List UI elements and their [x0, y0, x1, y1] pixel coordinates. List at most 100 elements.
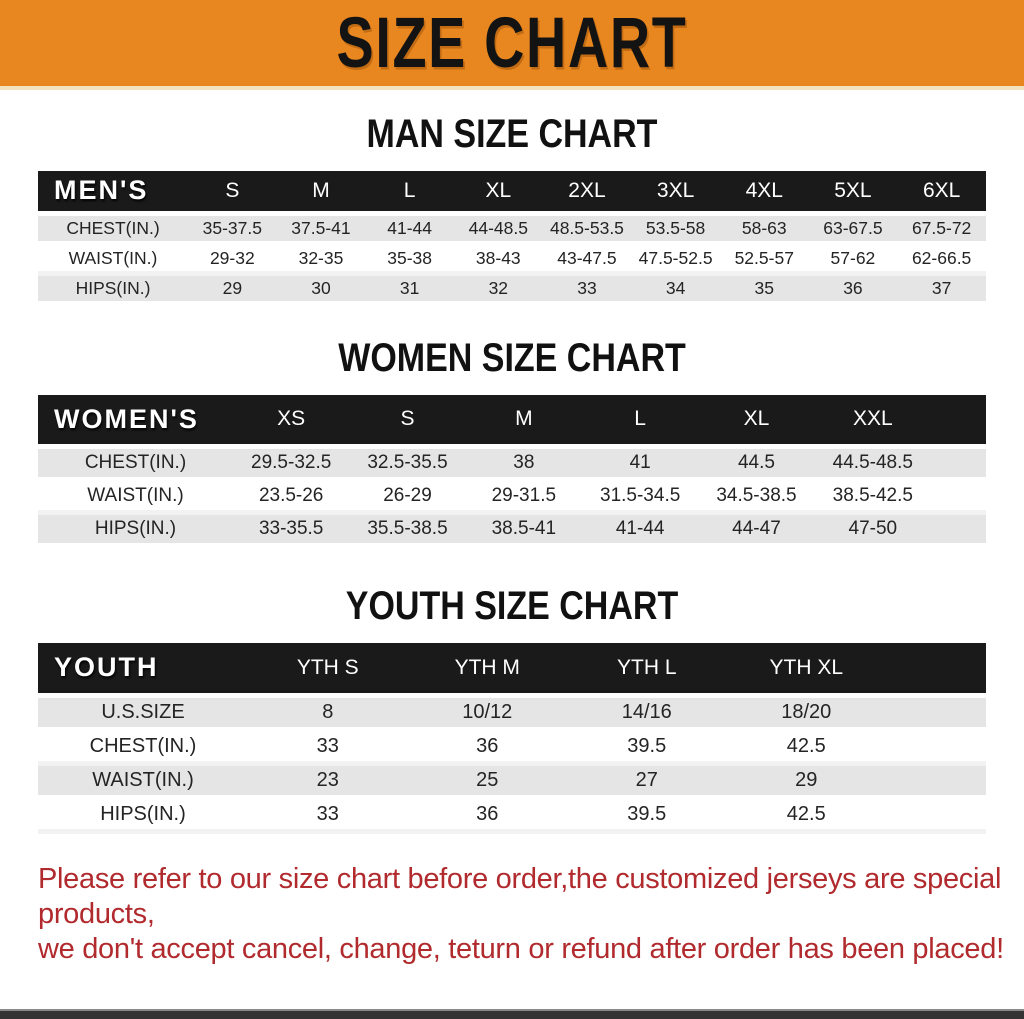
size-column-header: 4XL	[719, 171, 809, 216]
measurement-value: 31.5-34.5	[581, 479, 699, 515]
measurement-value: 53.5-58	[631, 213, 720, 246]
measurement-value: 8	[248, 695, 408, 732]
measurement-value: 48.5-53.5	[542, 213, 632, 246]
measurement-label: HIPS(IN.)	[38, 512, 233, 548]
measurement-value: 27	[567, 763, 727, 800]
youth-section-title: YOUTH SIZE CHART	[345, 584, 679, 628]
men-size-table: MEN'S S M L XL 2XL 3XL 4XL 5XL 6XL CHEST(IN.) 35-37…	[38, 171, 986, 306]
women-section-title: WOMEN SIZE CHART	[338, 335, 686, 380]
measurement-value: 41	[581, 446, 699, 482]
measurement-value: 18/20	[726, 695, 886, 732]
size-column-header: 3XL	[631, 171, 720, 216]
measurement-label: CHEST(IN.)	[38, 446, 233, 482]
measurement-value: 36	[407, 797, 567, 834]
spacer-cell	[886, 763, 986, 800]
measurement-value: 36	[808, 273, 898, 306]
size-column-header: YTH L	[567, 643, 727, 698]
measurement-value: 58-63	[719, 213, 809, 246]
group-label: YOUTH	[38, 643, 248, 698]
women-size-table: WOMEN'S XS S M L XL XXL CHEST(IN.) 29.5-32.5 32.5…	[38, 394, 986, 548]
measurement-label: WAIST(IN.)	[38, 763, 248, 800]
measurement-row: HIPS(IN.) 33 36 39.5 42.5	[38, 797, 986, 834]
measurement-value: 35.5-38.5	[349, 512, 466, 548]
spacer-cell	[886, 695, 986, 732]
measurement-value: 42.5	[726, 797, 886, 834]
spacer-cell	[931, 512, 986, 548]
banner-title: SIZE CHART	[336, 3, 688, 83]
size-column-header: XS	[233, 394, 350, 449]
size-header-row: MEN'S S M L XL 2XL 3XL 4XL 5XL 6XL	[38, 171, 986, 216]
measurement-row: CHEST(IN.) 33 36 39.5 42.5	[38, 729, 986, 766]
measurement-row: WAIST(IN.) 23 25 27 29	[38, 763, 986, 800]
measurement-value: 44.5	[698, 446, 815, 482]
women-section: WOMEN SIZE CHART WOMEN'S XS S M L XL XXL CHEST(…	[0, 335, 1024, 548]
group-label: MEN'S	[38, 171, 188, 216]
measurement-value: 42.5	[726, 729, 886, 766]
spacer-cell	[886, 797, 986, 834]
measurement-value: 43-47.5	[542, 243, 632, 276]
size-column-header: YTH XL	[726, 643, 886, 698]
men-section-title: MAN SIZE CHART	[366, 112, 658, 156]
size-chart-banner: SIZE CHART	[0, 0, 1024, 90]
measurement-value: 29-32	[188, 243, 277, 276]
size-column-header: YTH M	[407, 643, 567, 698]
size-column-header: 6XL	[897, 171, 986, 216]
size-column-header: S	[188, 171, 277, 216]
measurement-value: 37	[897, 273, 986, 306]
measurement-value: 44.5-48.5	[814, 446, 931, 482]
measurement-value: 47.5-52.5	[631, 243, 720, 276]
measurement-value: 67.5-72	[897, 213, 986, 246]
measurement-value: 33	[248, 797, 408, 834]
measurement-value: 33	[542, 273, 632, 306]
disclaimer-note: Please refer to our size chart before or…	[38, 862, 1004, 967]
measurement-value: 31	[365, 273, 454, 306]
measurement-value: 32.5-35.5	[349, 446, 466, 482]
measurement-value: 29	[726, 763, 886, 800]
men-section: MAN SIZE CHART MEN'S S M L XL 2XL 3XL 4XL 5XL 6XL…	[0, 112, 1024, 306]
measurement-label: WAIST(IN.)	[38, 479, 233, 515]
measurement-value: 38.5-42.5	[814, 479, 931, 515]
group-label: WOMEN'S	[38, 394, 233, 449]
measurement-value: 41-44	[581, 512, 699, 548]
size-column-header: L	[365, 171, 454, 216]
size-column-header: 5XL	[808, 171, 898, 216]
measurement-value: 32-35	[276, 243, 366, 276]
measurement-value: 29-31.5	[465, 479, 582, 515]
youth-size-table: YOUTH YTH S YTH M YTH L YTH XL U.S.SIZE 8 10/12…	[38, 643, 986, 834]
measurement-value: 34	[631, 273, 720, 306]
measurement-value: 14/16	[567, 695, 727, 732]
measurement-label: CHEST(IN.)	[38, 729, 248, 766]
measurement-value: 35-37.5	[188, 213, 277, 246]
measurement-value: 52.5-57	[719, 243, 809, 276]
measurement-value: 10/12	[407, 695, 567, 732]
measurement-row: HIPS(IN.) 33-35.5 35.5-38.5 38.5-41 41-44 44-…	[38, 512, 986, 548]
measurement-value: 35-38	[365, 243, 454, 276]
size-column-header: XXL	[814, 394, 931, 449]
measurement-value: 32	[453, 273, 543, 306]
measurement-label: HIPS(IN.)	[38, 273, 188, 306]
measurement-value: 39.5	[567, 797, 727, 834]
measurement-row: HIPS(IN.) 29 30 31 32 33 34 35 36 37	[38, 273, 986, 306]
measurement-value: 57-62	[808, 243, 898, 276]
size-column-header: M	[276, 171, 366, 216]
size-column-header: S	[349, 394, 466, 449]
measurement-value: 29	[188, 273, 277, 306]
measurement-value: 23.5-26	[233, 479, 350, 515]
measurement-value: 25	[407, 763, 567, 800]
spacer-cell	[886, 729, 986, 766]
bottom-bar	[0, 1009, 1024, 1019]
measurement-value: 44-48.5	[453, 213, 543, 246]
measurement-value: 26-29	[349, 479, 466, 515]
measurement-value: 35	[719, 273, 809, 306]
spacer-cell	[931, 479, 986, 515]
size-column-header: XL	[453, 171, 543, 216]
measurement-value: 36	[407, 729, 567, 766]
size-header-row: WOMEN'S XS S M L XL XXL	[38, 394, 986, 449]
size-column-header: L	[581, 394, 699, 449]
measurement-value: 30	[276, 273, 366, 306]
measurement-value: 33	[248, 729, 408, 766]
measurement-value: 41-44	[365, 213, 454, 246]
spacer-cell	[931, 446, 986, 482]
spacer-cell	[931, 394, 986, 449]
measurement-row: WAIST(IN.) 29-32 32-35 35-38 38-43 43-47.5 47.…	[38, 243, 986, 276]
